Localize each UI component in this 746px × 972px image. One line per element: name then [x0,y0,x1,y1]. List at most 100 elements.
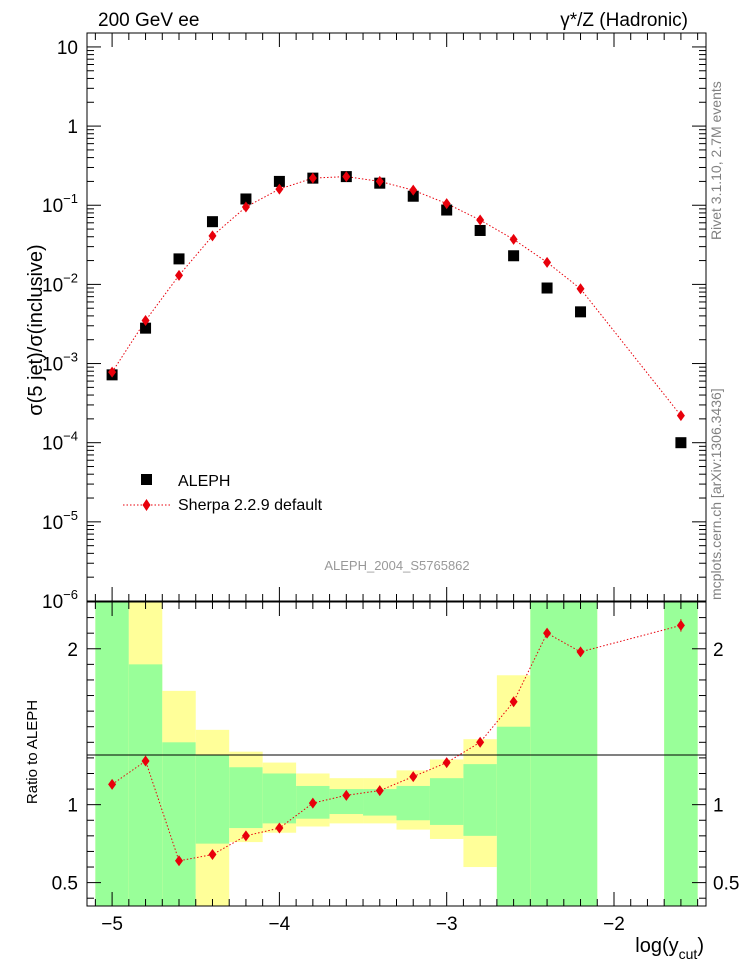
main-mc-line [111,176,682,416]
x-axis-label: log(ycut) [635,935,704,962]
main-y-tick-exponent: −1 [63,191,78,206]
x-tick-label: −2 [603,914,625,935]
ratio-mc-point [175,855,184,867]
x-tick-label: −5 [101,914,123,935]
ratio-y-tick-label-right: 2 [713,640,724,661]
main-data-point [240,193,252,205]
ratio-y-tick-label: 1 [67,796,78,817]
main-y-tick-label: 10 [57,38,78,59]
ratio-inner-band [530,602,598,906]
main-data-point [675,437,687,449]
main-mc-point [342,171,351,183]
main-plot-frame [86,32,707,602]
main-mc-point [241,201,250,213]
legend: ALEPH Sherpa 2.2.9 default [123,473,323,514]
main-data-point [508,250,520,262]
ratio-inner-band [162,742,196,906]
main-y-tick-base: 10 [42,275,63,296]
main-y-tick-label: 10−1 [42,191,78,217]
ratio-uncertainty-bands [95,602,698,906]
main-mc-point [108,366,117,378]
main-plot-marks [106,171,687,449]
ratio-mc-point [208,849,217,861]
main-y-tick-exponent: −2 [63,270,78,285]
main-mc-point [375,175,384,187]
ratio-y-tick-label: 2 [67,640,78,661]
ratio-mc-point [509,696,518,708]
main-y-tick-base: 10 [42,513,63,534]
ratio-y-tick-label-right: 1 [713,796,724,817]
main-y-tick-label: 10−2 [42,270,78,296]
ratio-y-tick-label-right: 0.5 [713,874,739,895]
ratio-mc-point [241,830,250,842]
x-axis-label-end: ) [697,935,704,957]
main-y-tick-exponent: −5 [63,508,78,523]
main-data-point [541,282,553,294]
x-tick-label: −3 [436,914,458,935]
header-left-label: 200 GeV ee [98,10,199,31]
main-y-tick-exponent: −4 [63,429,78,444]
main-mc-point [308,172,317,184]
main-mc-point [409,184,418,196]
main-mc-point [509,233,518,245]
header-right-label: γ*/Z (Hadronic) [560,10,688,31]
main-y-tick-base: 10 [42,592,63,613]
ratio-inner-band [664,602,698,906]
ratio-inner-band [463,764,497,836]
main-mc-point [275,183,284,195]
ratio-y-axis-label: Ratio to ALEPH [24,700,41,804]
main-y-tick-label: 10−4 [42,429,78,455]
ratio-inner-band [128,664,163,906]
ratio-mc-point [543,627,552,639]
main-y-tick-label: 1 [67,117,78,138]
ratio-inner-band [229,767,263,829]
ratio-mc-point [108,778,117,790]
x-tick-label: −4 [269,914,291,935]
ratio-inner-band [429,778,464,825]
ratio-mc-point [141,755,150,767]
ratio-plot-marks [108,619,685,867]
main-y-tick-label: 10−3 [42,350,78,376]
ratio-mc-point [375,785,384,797]
main-data-point [206,216,218,228]
ratio-mc-point [476,736,485,748]
main-mc-point [208,230,217,242]
main-mc-point [141,314,150,326]
main-mc-point [476,214,485,226]
main-mc-point [576,283,585,295]
main-mc-point [175,269,184,281]
ratio-plot-panel: 0.5 0.5 1 1 2 2 −5 −4 −3 −2 Ratio to ALEPH [24,601,739,935]
rivet-version-label: Rivet 3.1.10, 2.7M events [708,81,724,240]
legend-data-marker [141,474,152,485]
ratio-inner-band [195,754,230,844]
x-axis-label-main: log(y [635,935,678,957]
mcplots-label: mcplots.cern.ch [arXiv:1306.3436] [708,388,724,600]
main-mc-point [442,198,451,210]
ratio-mc-point [576,646,585,658]
main-data-point [441,204,453,216]
main-mc-point [543,256,552,268]
main-y-tick-label: 10−6 [42,587,78,613]
ratio-inner-band [396,785,430,821]
main-y-tick-base: 10 [42,196,63,217]
ratio-mc-point [308,797,317,809]
main-data-point [173,253,185,265]
main-data-point [407,190,419,202]
analysis-watermark: ALEPH_2004_S5765862 [324,558,469,573]
main-data-point [140,322,152,334]
ratio-mc-point [275,822,284,834]
main-y-axis-label: σ(5 jet)/σ(inclusive) [25,244,47,415]
main-data-point [575,306,587,318]
main-data-point [474,224,486,236]
main-y-tick-base: 10 [42,434,63,455]
ratio-inner-band [262,773,297,824]
main-data-point [273,175,285,187]
ratio-inner-band [95,602,129,906]
legend-mc-marker [142,499,151,511]
x-axis-label-subscript: cut [679,946,698,962]
legend-mc-label: Sherpa 2.2.9 default [178,497,323,514]
ratio-mc-point [676,619,685,631]
